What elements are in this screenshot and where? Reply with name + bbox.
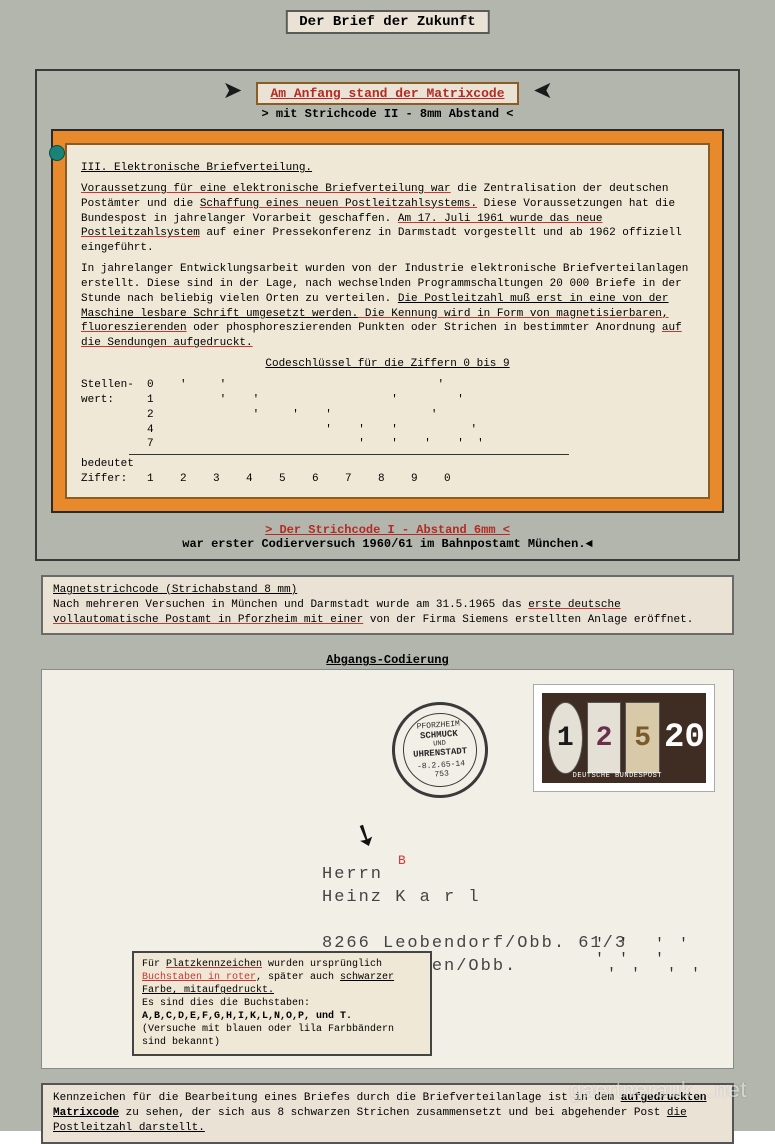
strichcode-footer: > Der Strichcode I - Abstand 6mm < war e… <box>51 523 724 551</box>
kennzeichen-box: Kennzeichen für die Bearbeitung eines Br… <box>41 1083 734 1144</box>
strich-line-2: war erster Codierversuch 1960/61 im Bahn… <box>51 537 724 551</box>
code-grid: Stellen- 0 ' ' ' wert: 1 ' ' ' ' 2 ' ' '… <box>81 378 694 452</box>
envelope: PFORZHEIM SCHMUCK UND UHRENSTADT -8.2.65… <box>41 669 734 1069</box>
divider <box>129 454 569 455</box>
stamp-val-2: 2 <box>587 702 622 774</box>
magnet-box: Magnetstrichcode (Strichabstand 8 mm) Na… <box>41 575 734 636</box>
stamp-val-1: 1 <box>548 702 583 774</box>
exhibition-page: Der Brief der Zukunft ➤ Am Anfang stand … <box>0 0 775 1131</box>
subtitle-row: ➤ Am Anfang stand der Matrixcode ➤ <box>51 81 724 105</box>
abgang-label: Abgangs-Codierung <box>35 653 740 667</box>
stamp-val-5: 5 <box>625 702 660 774</box>
card-para-2: In jahrelanger Entwicklungsarbeit wurden… <box>81 262 694 351</box>
platz-box: Für Platzkennzeichen wurden ursprünglich… <box>132 951 432 1056</box>
code-grid-footer: bedeutet Ziffer: 1 2 3 4 5 6 7 8 9 0 <box>81 457 694 487</box>
arrow-left-icon: ➤ <box>533 81 553 105</box>
arrow-down-icon: ➘ <box>345 815 383 859</box>
teal-dot-icon <box>49 145 65 161</box>
cream-card: III. Elektronische Briefverteilung. Vora… <box>65 143 710 499</box>
card-heading: III. Elektronische Briefverteilung. <box>81 161 694 176</box>
subtitle: Am Anfang stand der Matrixcode <box>256 82 518 105</box>
stamp-denomination: 20 <box>664 719 700 757</box>
arrow-right-icon: ➤ <box>222 81 242 105</box>
sub-subtitle: > mit Strichcode II - 8mm Abstand < <box>51 107 724 121</box>
card-para-1: Voraussetzung für eine elektronische Bri… <box>81 182 694 256</box>
matrix-code-marks: ' ' ' ' ' ' ' ' ' ' ' <box>595 937 703 982</box>
postage-stamp: 1 2 5 20 DEUTSCHE BUNDESPOST <box>533 684 715 792</box>
page-title: Der Brief der Zukunft <box>285 10 489 34</box>
magnet-text: Nach mehreren Versuchen in München und D… <box>53 598 722 628</box>
strich-line-1: > Der Strichcode I - Abstand 6mm < <box>51 523 724 537</box>
orange-box: III. Elektronische Briefverteilung. Vora… <box>51 129 724 513</box>
magnet-title: Magnetstrichcode (Strichabstand 8 mm) <box>53 583 722 598</box>
postmark-icon: PFORZHEIM SCHMUCK UND UHRENSTADT -8.2.65… <box>389 699 491 801</box>
stamp-label: DEUTSCHE BUNDESPOST <box>573 772 662 780</box>
main-box: ➤ Am Anfang stand der Matrixcode ➤ > mit… <box>35 69 740 561</box>
code-title: Codeschlüssel für die Ziffern 0 bis 9 <box>81 357 694 372</box>
